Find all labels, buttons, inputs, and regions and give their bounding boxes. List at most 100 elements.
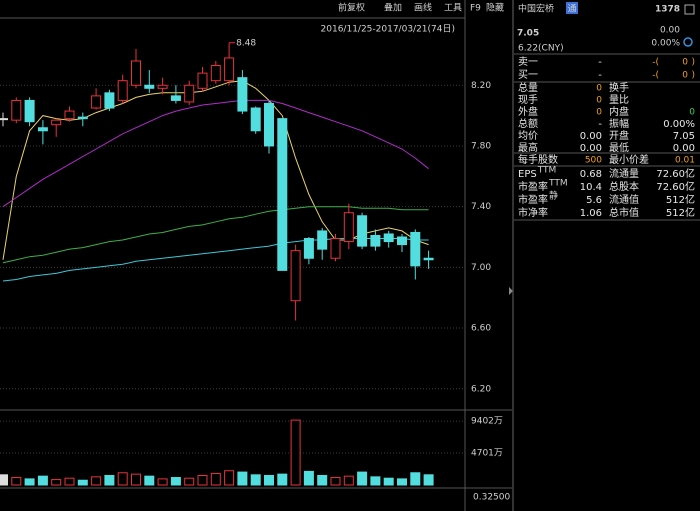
volume-bar: [91, 476, 102, 486]
y-tick-label: 7.40: [471, 202, 491, 212]
reference-price: 6.22(CNY): [518, 44, 564, 54]
volume-bar: [170, 477, 181, 486]
field-value: 0.01: [675, 156, 695, 166]
volume-bar: [303, 470, 314, 486]
order-cell: ): [691, 58, 695, 68]
volume-bar: [277, 473, 288, 486]
candle-body: [170, 95, 181, 101]
volume-bar: [317, 474, 328, 486]
candle-body: [397, 236, 407, 246]
field-value: 0.00: [580, 131, 602, 142]
volume-bar: [117, 472, 128, 486]
order-cell: -(: [652, 71, 659, 81]
candle-body: [144, 84, 155, 89]
candle-body: [117, 80, 128, 101]
order-cell: 0: [682, 71, 688, 81]
volume-bar: [224, 470, 235, 486]
field-label: 最高: [518, 141, 538, 154]
y-tick-label: 7.00: [471, 263, 491, 273]
settings-icon[interactable]: [683, 37, 693, 47]
field-label: 均价: [518, 130, 538, 142]
candle-body: [317, 230, 328, 250]
field-value: -: [598, 119, 602, 130]
field-label: 流通量: [609, 167, 639, 180]
field-value: 0: [596, 108, 602, 118]
field-value: 0.00: [580, 143, 602, 154]
field-label: 换手: [609, 81, 629, 94]
volume-bar: [250, 474, 261, 486]
field-label: 市盈率: [518, 180, 548, 193]
badge-bg: [566, 2, 578, 14]
change-pct: 0.00%: [651, 39, 680, 49]
candle-body: [224, 57, 235, 82]
volume-bar: [397, 478, 407, 486]
field-value: 0.00%: [663, 119, 695, 130]
price: 7.05: [517, 29, 539, 39]
field-label: 流通值: [609, 193, 639, 206]
candle-body: [131, 60, 141, 86]
candle-body: [277, 118, 288, 271]
volume-bar: [184, 477, 195, 486]
close-box[interactable]: [684, 4, 695, 15]
field-value: 0: [596, 84, 602, 94]
field-value: 512亿: [666, 206, 695, 219]
field-label: 开盘: [609, 129, 629, 142]
volume-bar: [237, 471, 248, 486]
order-cell: -(: [652, 58, 659, 68]
field-value: 0.00: [673, 143, 695, 154]
volume-bar: [383, 477, 394, 486]
field-value: 500: [585, 156, 602, 166]
candle-body: [11, 99, 22, 121]
y-tick-label: 8.20: [471, 81, 491, 91]
volume-bar: [0, 474, 8, 486]
collapse-arrow[interactable]: [509, 287, 513, 295]
candle-body: [157, 84, 168, 89]
order-cell: 卖一: [518, 56, 538, 68]
candle-body: [184, 84, 195, 103]
field-label: EPS: [518, 169, 537, 180]
field-label: 量比: [609, 94, 629, 106]
volume-bar: [24, 478, 35, 486]
candle-body: [290, 250, 301, 302]
toolbar-item[interactable]: 工具: [444, 3, 462, 14]
candle-body: [423, 257, 434, 261]
field-label: 外盘: [518, 105, 538, 118]
order-cell: ): [691, 71, 695, 81]
toolbar-item[interactable]: 隐藏: [486, 2, 504, 14]
candle-body: [303, 238, 314, 259]
field-value: 1.06: [580, 208, 602, 219]
toolbar-item[interactable]: 叠加: [384, 3, 402, 14]
annotation: 8.48: [236, 38, 256, 48]
field-label: 总额: [518, 117, 538, 130]
candle-body: [330, 238, 341, 259]
volume-bar: [11, 477, 22, 486]
field-value: 10.4: [580, 182, 602, 193]
date-range: 2016/11/25-2017/03/21(74日): [321, 24, 455, 35]
candle-body: [91, 95, 102, 109]
candle-body: [104, 92, 115, 109]
field-label: 每手股数: [518, 153, 558, 166]
toolbar-item[interactable]: 前复权: [338, 2, 365, 14]
stock-name: 中国宏桥: [518, 3, 554, 15]
order-cell: -: [598, 57, 602, 68]
volume-bar: [210, 472, 221, 486]
candle-body: [250, 107, 261, 132]
volume-bar: [51, 479, 62, 486]
volume-bar: [104, 474, 115, 486]
candle-body: [51, 119, 62, 126]
y-tick-label: 6.20: [471, 384, 491, 394]
toolbar-item[interactable]: 画线: [414, 2, 432, 14]
order-cell: 0: [682, 58, 688, 68]
field-label: 市盈率: [518, 193, 548, 206]
field-value: 0: [689, 108, 695, 118]
toolbar-item[interactable]: F9: [470, 4, 481, 14]
field-label: 最低: [609, 141, 629, 154]
candle-body: [210, 65, 221, 82]
panel-border: [512, 0, 514, 511]
field-value: 7.05: [673, 131, 695, 142]
candle-body: [37, 127, 48, 132]
volume-bar: [290, 419, 301, 486]
candle-body: [383, 233, 394, 243]
